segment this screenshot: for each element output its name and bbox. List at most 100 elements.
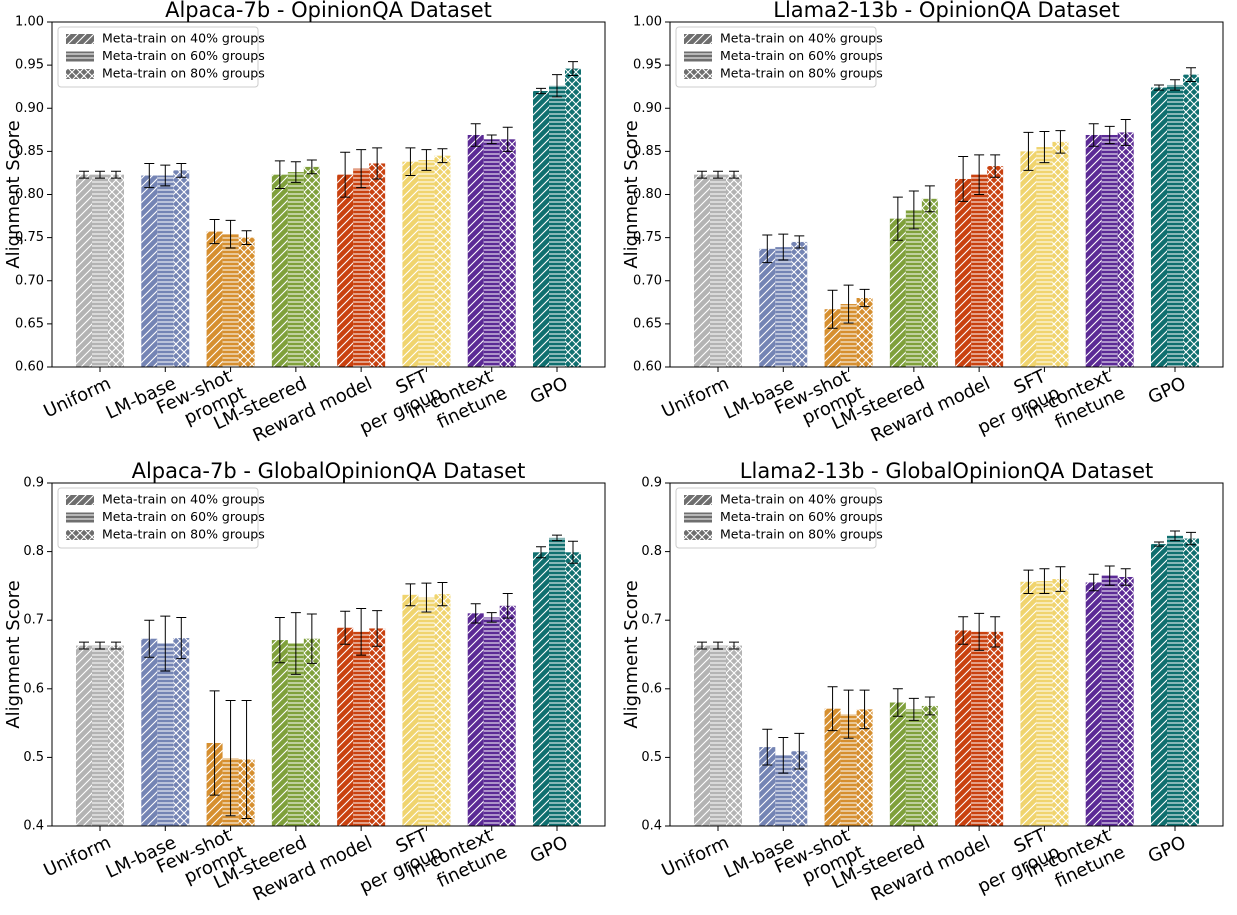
y-tick-label: 0.4 — [641, 819, 662, 834]
error-bar — [1154, 84, 1164, 91]
legend-label: Meta-train on 60% groups — [102, 48, 265, 63]
error-bar — [843, 689, 854, 739]
plot-frame — [51, 21, 606, 368]
bar-hatch — [840, 714, 857, 826]
error-bar — [990, 616, 1001, 648]
y-tick-label: 0.95 — [633, 58, 662, 73]
bar-hatch — [271, 174, 288, 367]
bar-hatch — [434, 155, 451, 367]
legend-hatch — [66, 495, 94, 505]
error-bar — [486, 134, 497, 145]
bar-hatch — [1183, 538, 1199, 826]
y-tick-label: 0.9 — [23, 476, 44, 491]
legend-label: Meta-train on 80% groups — [102, 66, 265, 81]
bar-hatch — [141, 175, 158, 367]
error-bar — [1170, 79, 1180, 91]
error-bar — [924, 696, 935, 716]
subplot: Llama2-13b - OpinionQA Dataset Alignment … — [621, 0, 1224, 447]
x-tick-label: GPO — [527, 832, 571, 868]
bar-hatch — [402, 594, 419, 826]
legend-label: Meta-train on 40% groups — [720, 31, 883, 46]
y-tick-label: 0.4 — [23, 819, 44, 834]
error-bar — [1186, 67, 1196, 83]
y-tick-label: 0.75 — [633, 230, 662, 245]
bar-hatch — [238, 237, 255, 367]
error-bar — [958, 156, 969, 202]
legend-frame — [57, 26, 259, 88]
legend-label: Meta-train on 40% groups — [102, 492, 265, 507]
error-bar — [697, 170, 707, 179]
bar-hatch — [955, 178, 972, 367]
bar-hatch — [92, 174, 108, 367]
legend-hatch — [66, 34, 94, 44]
error-bar — [160, 164, 171, 187]
legend-frame — [675, 26, 877, 88]
bar-hatch — [76, 174, 92, 367]
y-tick-label: 0.80 — [15, 187, 44, 202]
error-bar — [421, 582, 432, 613]
legend-hatch — [66, 512, 94, 523]
error-bar — [552, 74, 562, 98]
y-axis-label: Alignment Score — [621, 580, 642, 728]
legend-label: Meta-train on 40% groups — [720, 492, 883, 507]
legend: Meta-train on 40% groups Meta-train on 60… — [675, 487, 883, 549]
bar-hatch — [418, 597, 435, 826]
error-bar — [552, 534, 562, 542]
bar-hatch — [141, 638, 158, 826]
y-axis-label: Alignment Score — [3, 580, 24, 728]
error-bar — [95, 641, 105, 650]
error-bar — [958, 616, 969, 645]
y-tick-label: 0.60 — [633, 360, 662, 375]
bar-hatch — [987, 631, 1004, 826]
bar-hatch — [467, 613, 484, 826]
error-bar — [144, 619, 155, 658]
bar-hatch — [303, 638, 320, 826]
x-tick-label: Uniform — [658, 373, 732, 422]
bar-hatch — [108, 645, 124, 826]
error-bar — [176, 616, 187, 660]
y-tick-label: 1.00 — [15, 15, 44, 30]
bar-hatch — [353, 631, 370, 826]
legend-hatch — [684, 512, 712, 523]
bar-hatch — [483, 139, 500, 367]
error-bar — [79, 170, 89, 179]
y-tick-label: 0.8 — [641, 544, 662, 559]
legend-frame — [57, 487, 259, 549]
bar-hatch — [856, 709, 873, 826]
bar-hatch — [1167, 84, 1183, 368]
error-bar — [356, 149, 367, 189]
error-bar — [794, 235, 805, 249]
error-bar — [209, 690, 220, 796]
error-bar — [340, 610, 351, 645]
error-bar — [470, 123, 481, 147]
legend-hatch — [66, 69, 94, 79]
y-tick-label: 0.9 — [641, 476, 662, 491]
error-bar — [306, 159, 317, 175]
bar-hatch — [483, 617, 500, 826]
bar-hatch — [1020, 151, 1037, 367]
bar-hatch — [173, 638, 190, 826]
bar-hatch — [467, 134, 484, 367]
bar-hatch — [418, 160, 435, 367]
bar-hatch — [337, 627, 354, 826]
bar-hatch — [726, 174, 742, 367]
chart-title: Alpaca-7b - OpinionQA Dataset — [165, 0, 492, 22]
error-bar — [356, 608, 367, 656]
bar-hatch — [1151, 544, 1167, 826]
error-bar — [892, 196, 903, 241]
error-bar — [778, 233, 789, 261]
bar-hatch — [1183, 74, 1199, 368]
error-bar — [892, 688, 903, 717]
error-bar — [1154, 541, 1164, 547]
y-tick-label: 0.5 — [641, 750, 662, 765]
error-bar — [1186, 531, 1196, 546]
error-bar — [974, 612, 985, 651]
bar-hatch — [402, 161, 419, 367]
y-tick-label: 0.7 — [641, 613, 662, 628]
plot-frame — [669, 482, 1224, 827]
error-bar — [421, 149, 432, 171]
error-bar — [990, 154, 1001, 178]
bar-hatch — [92, 645, 108, 826]
y-tick-label: 0.5 — [23, 750, 44, 765]
